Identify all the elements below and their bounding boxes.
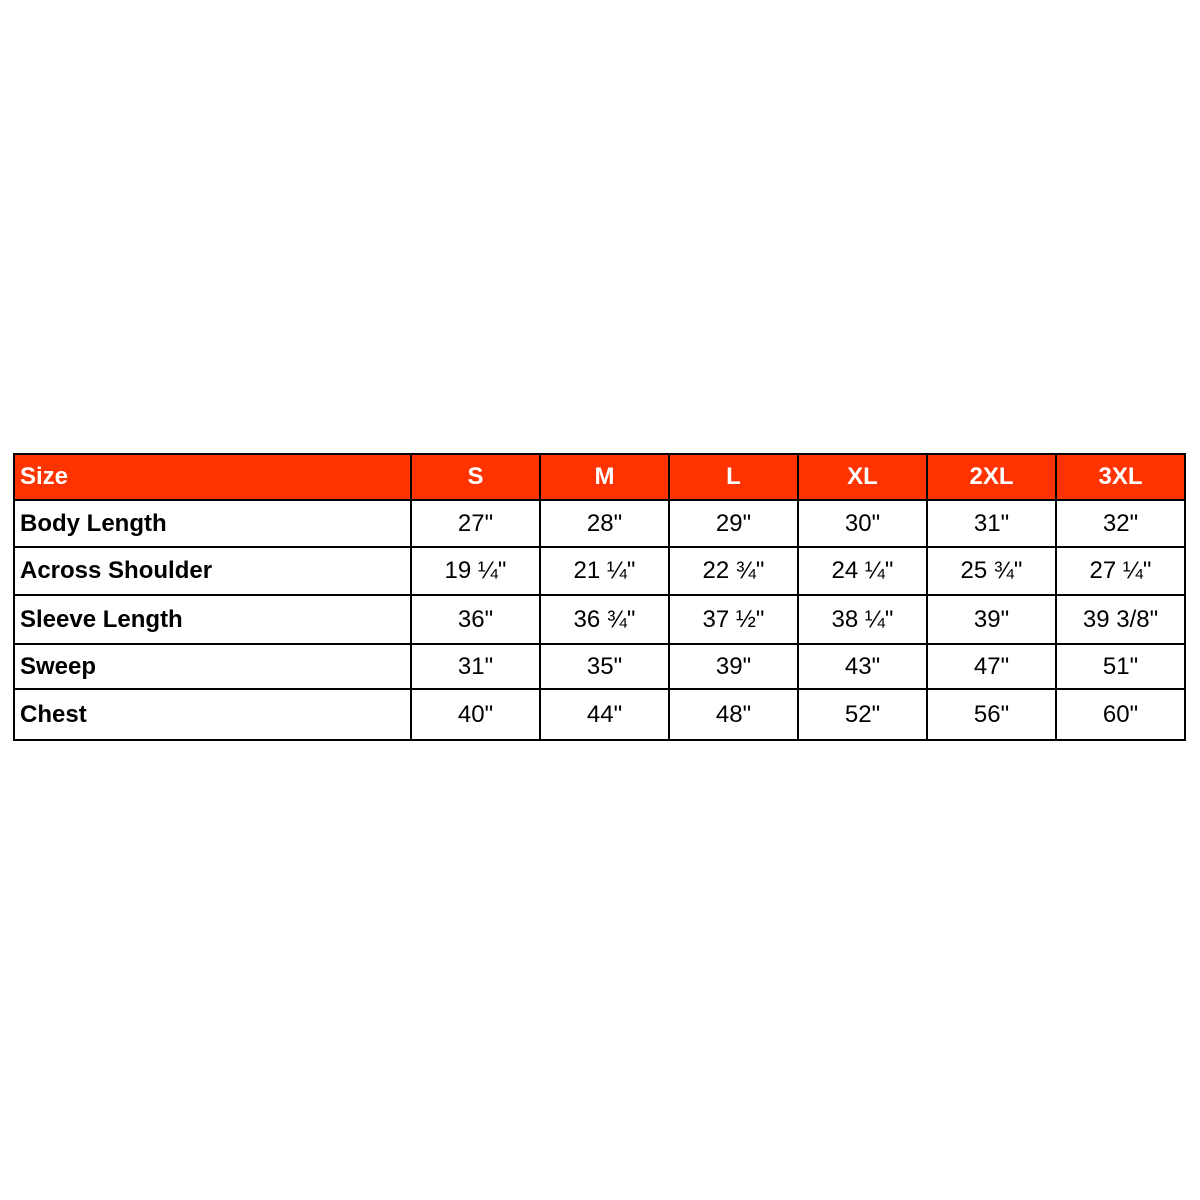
measurement-cell: 48" (668, 688, 799, 741)
header-size: 2XL (926, 453, 1057, 501)
table-row: Body Length 27" 28" 29" 30" 31" 32" (13, 499, 1186, 548)
header-size: L (668, 453, 799, 501)
row-label: Chest (13, 688, 412, 741)
measurement-cell: 43" (797, 643, 928, 690)
measurement-cell: 60" (1055, 688, 1186, 741)
measurement-cell: 32" (1055, 499, 1186, 548)
measurement-cell: 44" (539, 688, 670, 741)
header-size: XL (797, 453, 928, 501)
row-label: Sleeve Length (13, 594, 412, 645)
measurement-cell: 19 ¼" (410, 546, 541, 596)
header-size: M (539, 453, 670, 501)
measurement-cell: 51" (1055, 643, 1186, 690)
size-chart-table: Size S M L XL 2XL 3XL Body Length 27" 28" 2… (13, 453, 1186, 741)
measurement-cell: 35" (539, 643, 670, 690)
row-label: Body Length (13, 499, 412, 548)
table-row: Across Shoulder 19 ¼" 21 ¼" 22 ¾" 24 ¼" 25 ¾"… (13, 546, 1186, 596)
measurement-cell: 24 ¼" (797, 546, 928, 596)
measurement-cell: 22 ¾" (668, 546, 799, 596)
measurement-cell: 38 ¼" (797, 594, 928, 645)
measurement-cell: 36 ¾" (539, 594, 670, 645)
table-row: Chest 40" 44" 48" 52" 56" 60" (13, 688, 1186, 741)
header-size: S (410, 453, 541, 501)
measurement-cell: 56" (926, 688, 1057, 741)
measurement-cell: 27 ¼" (1055, 546, 1186, 596)
header-size: 3XL (1055, 453, 1186, 501)
measurement-cell: 27" (410, 499, 541, 548)
measurement-cell: 25 ¾" (926, 546, 1057, 596)
measurement-cell: 40" (410, 688, 541, 741)
header-size-label: Size (13, 453, 412, 501)
measurement-cell: 21 ¼" (539, 546, 670, 596)
measurement-cell: 30" (797, 499, 928, 548)
measurement-cell: 37 ½" (668, 594, 799, 645)
measurement-cell: 31" (926, 499, 1057, 548)
measurement-cell: 29" (668, 499, 799, 548)
measurement-cell: 39" (668, 643, 799, 690)
measurement-cell: 47" (926, 643, 1057, 690)
measurement-cell: 28" (539, 499, 670, 548)
measurement-cell: 31" (410, 643, 541, 690)
table-row: Sweep 31" 35" 39" 43" 47" 51" (13, 643, 1186, 690)
table-row: Sleeve Length 36" 36 ¾" 37 ½" 38 ¼" 39" 39 3/8… (13, 594, 1186, 645)
measurement-cell: 36" (410, 594, 541, 645)
row-label: Sweep (13, 643, 412, 690)
header-row: Size S M L XL 2XL 3XL (13, 453, 1186, 501)
measurement-cell: 52" (797, 688, 928, 741)
measurement-cell: 39" (926, 594, 1057, 645)
row-label: Across Shoulder (13, 546, 412, 596)
measurement-cell: 39 3/8" (1055, 594, 1186, 645)
